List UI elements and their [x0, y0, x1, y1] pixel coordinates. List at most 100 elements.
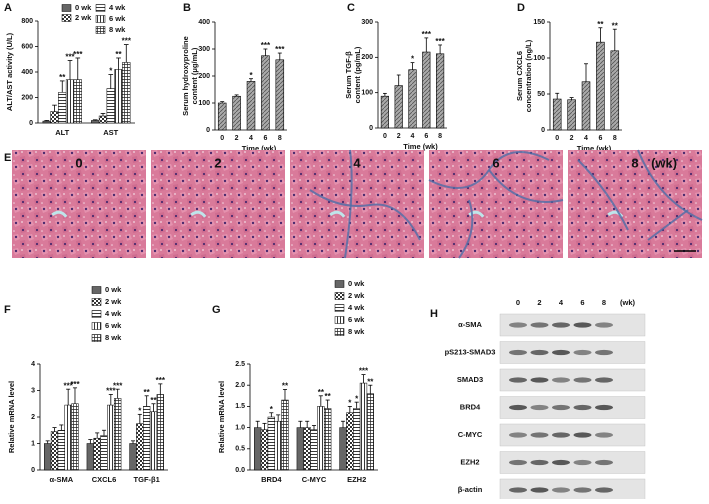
legend-label: 8 wk	[109, 25, 126, 34]
bar	[114, 69, 123, 124]
bar	[100, 435, 108, 471]
band	[530, 487, 549, 493]
panel-label: D	[517, 2, 525, 14]
band	[509, 432, 527, 438]
bar	[50, 431, 59, 471]
band	[552, 432, 570, 438]
fibrosis	[344, 149, 353, 259]
y-tick-label: 100	[361, 90, 373, 97]
y-axis-label: concentration (ng/L)	[524, 39, 533, 112]
band	[595, 349, 613, 356]
band	[595, 487, 613, 493]
y-tick-label: 2.0	[235, 382, 245, 389]
row-label: β-actin	[458, 485, 483, 494]
bar	[346, 412, 354, 471]
bar	[246, 81, 256, 131]
fibrosis	[647, 209, 689, 241]
significance: ***	[63, 381, 73, 390]
bar	[98, 115, 108, 124]
bar	[149, 411, 158, 471]
panel-label: G	[212, 304, 221, 316]
band	[573, 487, 592, 493]
tissue	[12, 150, 146, 258]
lane-label: 2	[537, 298, 541, 307]
y-axis-label: ALT/AST activity (U/L)	[5, 32, 14, 111]
bar	[261, 55, 270, 131]
legend-swatch	[91, 334, 102, 342]
significance: *	[270, 405, 274, 414]
legend-label: 8 wk	[105, 333, 122, 342]
legend-label: 0 wk	[105, 285, 122, 294]
legend-label: 4 wk	[109, 3, 126, 12]
bar	[317, 406, 325, 471]
band	[552, 459, 570, 466]
y-tick-label: 100	[533, 55, 545, 62]
bar	[274, 420, 282, 471]
significance: ***	[122, 37, 132, 46]
band	[573, 432, 592, 438]
bar	[422, 51, 431, 129]
bar	[156, 394, 164, 471]
bar	[275, 59, 285, 131]
significance: ***	[156, 376, 166, 385]
blot-strip	[499, 341, 646, 364]
fibrosis	[637, 149, 703, 221]
bar	[91, 120, 100, 124]
significance: **	[59, 73, 66, 82]
y-tick-label: 400	[198, 19, 210, 26]
y-tick-label: 150	[533, 19, 545, 26]
panel-label: F	[4, 304, 11, 316]
significance: **	[282, 382, 289, 391]
x-tick-label: 0	[383, 133, 387, 140]
legend-swatch	[61, 4, 72, 12]
bar	[380, 95, 389, 129]
y-tick-label: 0	[206, 127, 210, 134]
image-unit: (wk)	[651, 155, 677, 170]
x-tick-label: 4	[411, 133, 415, 140]
y-tick-label: 0	[541, 127, 545, 134]
y-tick-label: 600	[21, 43, 33, 50]
vessel	[468, 210, 485, 218]
significance: ***	[113, 381, 123, 390]
x-tick-label: 8	[278, 135, 282, 142]
legend-swatch	[61, 14, 72, 22]
vessel	[51, 210, 68, 218]
panel-label: E	[4, 152, 11, 164]
band	[595, 377, 613, 383]
band	[552, 404, 570, 411]
bar	[217, 102, 227, 131]
y-tick-label: 2.5	[235, 361, 245, 368]
legend-swatch	[334, 280, 345, 288]
significance: **	[367, 377, 374, 386]
x-tick-label: CXCL6	[92, 475, 117, 484]
y-tick-label: 3	[31, 387, 35, 394]
legend-swatch	[334, 328, 345, 336]
bar	[281, 399, 289, 471]
significance: ***	[435, 37, 445, 46]
bar	[113, 398, 122, 471]
x-tick-label: BRD4	[261, 475, 282, 484]
significance: ***	[422, 30, 432, 39]
band	[552, 487, 570, 493]
x-tick-label: 0	[220, 135, 224, 142]
legend-swatch	[91, 298, 102, 306]
y-axis-label: Relative mRNA level	[217, 381, 226, 453]
image-label: 8	[631, 155, 638, 170]
legend-swatch	[91, 286, 102, 294]
row-label: BRD4	[460, 402, 481, 411]
significance: **	[612, 21, 619, 30]
fibrosis	[577, 159, 629, 231]
bar	[267, 416, 275, 471]
legend-swatch	[334, 292, 345, 300]
significance: *	[411, 55, 415, 64]
tissue	[568, 150, 702, 258]
bar	[58, 92, 67, 124]
histology-image	[151, 150, 285, 258]
bar	[64, 404, 72, 471]
significance: *	[249, 71, 253, 80]
y-tick-label: 300	[198, 46, 210, 53]
x-tick-label: 6	[424, 133, 428, 140]
y-tick-label: 300	[361, 19, 373, 26]
y-tick-label: 400	[21, 69, 33, 76]
bar	[143, 406, 151, 471]
